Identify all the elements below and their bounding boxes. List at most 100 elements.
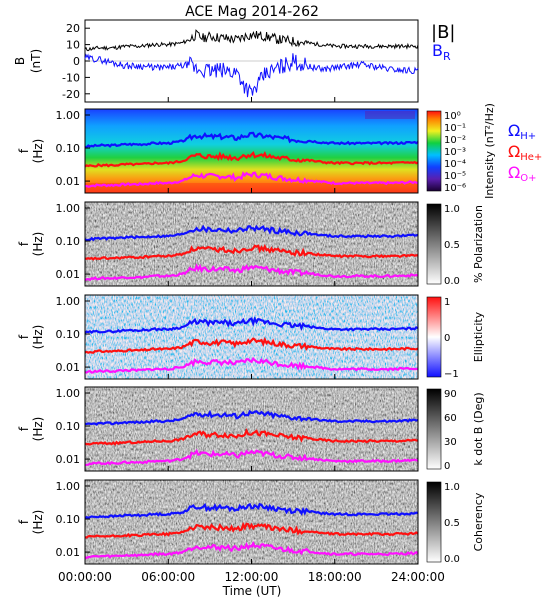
he-plus-gyro-line — [84, 336, 419, 354]
o-plus-gyro-line — [84, 263, 419, 282]
he-plus-gyro-line — [84, 243, 419, 261]
y-axis-label: (Hz) — [31, 232, 45, 257]
colorbar-tick-label: 10⁻⁵ — [444, 171, 466, 182]
colorbar-tick-label: 90 — [444, 389, 457, 400]
legend-o-plus: ΩO+ — [508, 163, 536, 184]
colorbar-tick-label: 1.0 — [444, 482, 460, 493]
colorbar-tick-label: 0 — [444, 333, 450, 344]
y-tick-label: 0.10 — [56, 142, 81, 155]
panel-ellipticity: 1.00 0.10 0.01 f (Hz) 1 0 −1 Ellipticity — [17, 294, 485, 380]
y-tick-label: 0.01 — [56, 268, 81, 281]
y-tick-label: 0 — [73, 55, 80, 68]
y-tick-label: 20 — [66, 22, 80, 35]
colorbar-label: Ellipticity — [472, 311, 485, 362]
colorbar-tick-label: 10⁻¹ — [444, 123, 466, 134]
y-axis-label: f — [17, 426, 31, 431]
colorbar-tick-label: 10⁻³ — [444, 147, 466, 158]
y-tick-label: 0.01 — [56, 361, 81, 374]
y-axis-label: f — [17, 519, 31, 524]
b-total-line — [84, 29, 419, 52]
colorbar-tick-label: 0.0 — [444, 554, 460, 565]
y-tick-labels: 20 10 0 -10 -20 — [62, 22, 90, 101]
colorbar-label: Coherency — [472, 492, 485, 551]
panel-b-field: 20 10 0 -10 -20 B (nT) |B| BR — [13, 19, 455, 103]
y-tick-label: 1.00 — [56, 480, 81, 493]
y-tick-label: 1.00 — [56, 295, 81, 308]
h-plus-gyro-line — [84, 131, 419, 149]
y-axis-label: (Hz) — [31, 325, 45, 350]
y-tick-label: 0.01 — [56, 546, 81, 559]
legend-b-total: |B| — [431, 22, 455, 43]
x-tick-label: 06:00:00 — [141, 570, 195, 584]
y-tick-label: 1.00 — [56, 109, 81, 122]
colorbar-label: % Polarization — [472, 205, 485, 283]
colorbar — [426, 388, 442, 470]
colorbar-tick-label: 1 — [444, 297, 450, 308]
y-axis-label: f — [17, 241, 31, 246]
colorbar-tick-label: 0.5 — [444, 240, 460, 251]
y-tick-label: 0.10 — [56, 235, 81, 248]
o-plus-gyro-line — [84, 171, 419, 188]
y-axis-label: (Hz) — [31, 417, 45, 442]
spectrogram-noise — [85, 202, 418, 286]
panel-k-dot-b: 1.00 0.10 0.01 f (Hz) 90 60 30 0 k dot B (Deg) — [17, 386, 485, 472]
colorbar-tick-label: 60 — [444, 413, 457, 424]
spectrogram-image — [85, 109, 418, 193]
gyro-legend: ΩH+ ΩHe+ ΩO+ — [508, 121, 542, 184]
x-tick-label: 24:00:00 — [391, 570, 445, 584]
colorbar — [426, 481, 442, 563]
colorbar-tick-label: 10⁰ — [444, 111, 461, 122]
y-axis-label: (Hz) — [31, 510, 45, 535]
o-plus-gyro-line — [84, 540, 419, 560]
y-tick-label: 0.10 — [56, 328, 81, 341]
spectrogram-noise — [85, 387, 418, 471]
y-axis-label: (Hz) — [31, 139, 45, 164]
y-axis-label-b-unit: (nT) — [29, 49, 43, 73]
spectrogram-noise — [85, 295, 418, 379]
x-tick-label: 00:00:00 — [58, 570, 112, 584]
colorbar-tick-label: −1 — [444, 369, 459, 380]
panel-intensity: 1.00 0.10 0.01 f (Hz) 10⁰10⁻¹10⁻²10⁻³10⁻⁴10⁻⁵… — [17, 103, 496, 199]
y-tick-label: -10 — [62, 71, 80, 84]
figure-title: ACE Mag 2014-262 — [185, 4, 319, 20]
colorbar-tick-label: 30 — [444, 437, 457, 448]
y-tick-label: -20 — [62, 88, 80, 101]
y-tick-label: 0.10 — [56, 420, 81, 433]
h-plus-gyro-line — [84, 316, 419, 335]
o-plus-gyro-line — [84, 356, 419, 374]
colorbar-tick-label: 0.0 — [444, 276, 460, 287]
colorbar-tick-label: 10⁻² — [444, 135, 466, 146]
colorbar-tick-label: 0.5 — [444, 518, 460, 529]
x-tick-label: 18:00:00 — [308, 570, 362, 584]
he-plus-gyro-line — [84, 521, 419, 539]
colorbar — [426, 110, 442, 192]
colorbar-tick-label: 1.0 — [444, 204, 460, 215]
legend-he-plus: ΩHe+ — [508, 142, 542, 163]
y-axis-label-b: B — [13, 57, 27, 65]
spectrogram-dark-patch — [365, 111, 415, 119]
he-plus-gyro-line — [84, 428, 419, 446]
y-axis-label: f — [17, 148, 31, 153]
panel-coherency: 1.00 0.10 0.01 f (Hz) 1.0 0.5 0.0 Coherency — [17, 479, 485, 565]
colorbar — [426, 203, 442, 285]
colorbar-label: Intensity (nT²/Hz) — [483, 103, 496, 199]
he-plus-gyro-line — [84, 151, 419, 168]
x-tick-label: 12:00:00 — [225, 570, 279, 584]
colorbar-label: k dot B (Deg) — [472, 392, 485, 465]
x-tick-labels: 00:00:00 06:00:00 12:00:00 18:00:00 24:00:00 — [58, 97, 445, 584]
y-tick-label: 0.01 — [56, 453, 81, 466]
colorbar — [426, 296, 442, 378]
y-axis-label: f — [17, 334, 31, 339]
h-plus-gyro-line — [85, 409, 419, 426]
y-tick-label: 0.01 — [56, 175, 81, 188]
colorbar-tick-label: 0 — [444, 461, 450, 472]
h-plus-gyro-line — [84, 224, 419, 242]
y-tick-label: 10 — [66, 39, 80, 52]
panel-polarization: 1.00 0.10 0.01 f (Hz) 1.0 0.5 0.0 % Polarization — [17, 201, 485, 287]
colorbar-tick-label: 10⁻⁴ — [444, 159, 466, 170]
legend-h-plus: ΩH+ — [508, 121, 536, 142]
spectrogram-noise — [85, 480, 418, 564]
o-plus-gyro-line — [84, 448, 419, 467]
legend-b-r: BR — [432, 41, 451, 63]
